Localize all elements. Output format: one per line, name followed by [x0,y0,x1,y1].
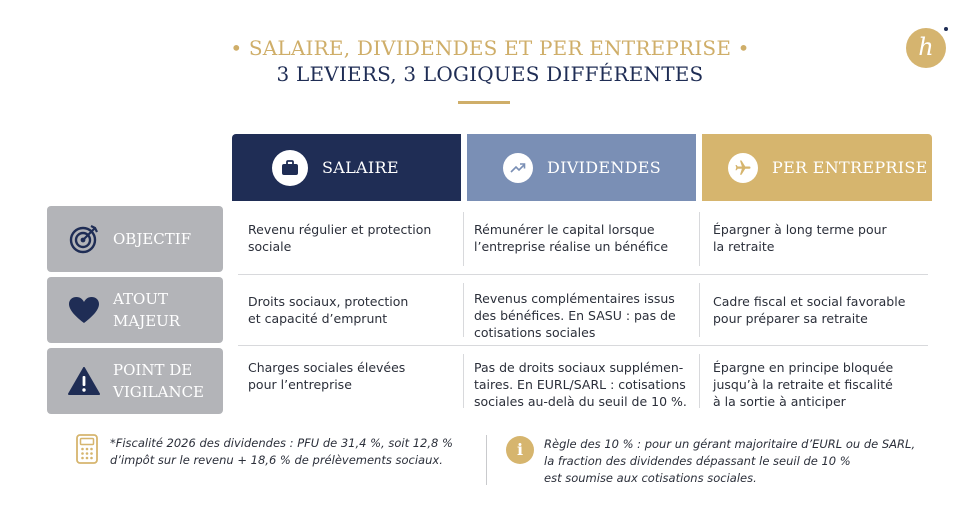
row-label-objectif: OBJECTIF [47,206,223,272]
brand-logo-dot [944,27,948,31]
cell-vigilance-dividendes: Pas de droits sociaux supplémen-taires. … [474,360,687,409]
row-label-text: POINT DE [113,361,193,379]
column-divider [699,354,700,408]
cell-vigilance-per: Épargne en principe bloquée jusqu’à la re… [713,360,894,409]
trend-up-icon [503,152,533,183]
row-label-text: ATOUT [113,290,168,308]
target-icon [67,223,101,255]
column-header-dividendes: DIVIDENDES [467,134,696,201]
column-header-label: SALAIRE [322,158,399,177]
cell-vigilance-salaire: Charges sociales élevées pour l’entrepris… [248,360,406,392]
footnote-fiscalite: *Fiscalité 2026 des dividendes : PFU de … [110,436,453,467]
column-divider [699,283,700,337]
column-header-per-entreprise: PER ENTREPRISE [702,134,932,201]
column-header-label: PER ENTREPRISE [772,158,928,177]
heart-icon [67,296,101,324]
cell-atout-per: Cadre fiscal et social favorable pour pré… [713,294,906,326]
calculator-icon [76,434,98,468]
footnote-divider [486,435,487,485]
footnote-regle-10: Règle des 10 % : pour un gérant majorita… [544,437,916,485]
column-header-label: DIVIDENDES [547,158,661,177]
title-line-1: • SALAIRE, DIVIDENDES ET PER ENTREPRISE … [230,36,750,60]
title-line-2: 3 LEVIERS, 3 LOGIQUES DIFFÉRENTES [276,62,704,86]
column-divider [463,354,464,408]
row-label-text: VIGILANCE [113,383,205,401]
column-header-salaire: SALAIRE [232,134,461,201]
cell-atout-salaire: Droits sociaux, protection et capacité d’… [248,294,409,326]
row-divider [238,274,928,275]
cell-objectif-dividendes: Rémunérer le capital lorsque l’entreprise… [474,222,669,254]
row-label-point-de-vigilance: POINT DE VIGILANCE [47,348,223,414]
column-divider [699,212,700,266]
column-divider [463,212,464,266]
row-label-text: MAJEUR [113,312,181,330]
row-label-atout-majeur: ATOUT MAJEUR [47,277,223,343]
cell-atout-dividendes: Revenus complémentaires issus des bénéfic… [474,291,676,340]
info-icon: i [506,436,534,464]
title-underline [458,101,510,104]
column-divider [463,283,464,337]
brand-logo: h [906,28,946,68]
briefcase-icon [272,149,308,186]
row-label-text: OBJECTIF [113,230,192,248]
row-divider [238,345,928,346]
airplane-icon [728,152,758,183]
cell-objectif-per: Épargner à long terme pour la retraite [713,222,887,254]
cell-objectif-salaire: Revenu régulier et protection sociale [248,222,432,254]
warning-icon [67,367,101,395]
